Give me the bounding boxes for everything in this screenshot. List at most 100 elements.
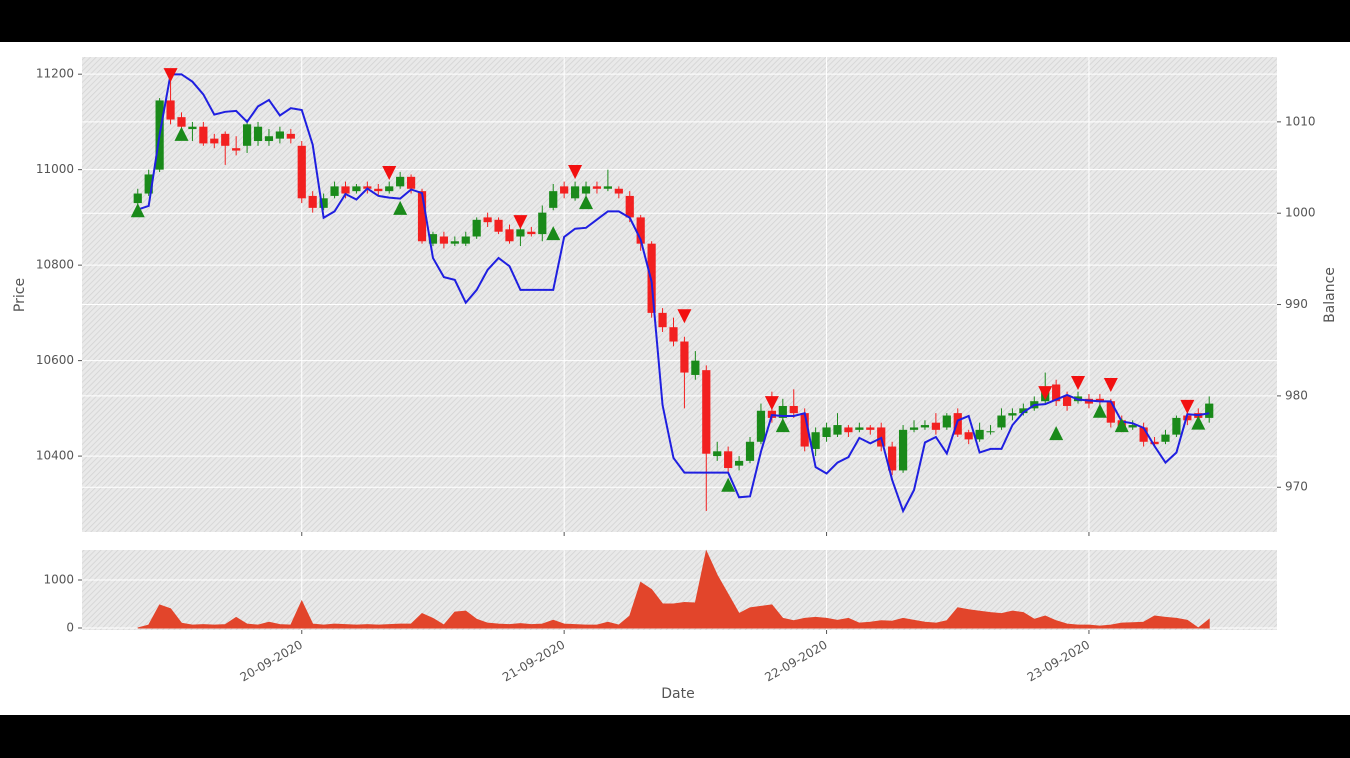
- candle-body: [756, 410, 766, 442]
- candle-body: [188, 126, 197, 130]
- candle-body: [1019, 408, 1028, 414]
- candle-body: [1062, 396, 1072, 406]
- candle-body: [560, 186, 569, 194]
- buy-marker: [775, 418, 790, 433]
- candle-body: [942, 415, 951, 428]
- candle-body: [308, 195, 317, 208]
- candle-body: [483, 217, 492, 223]
- candle-body: [888, 446, 897, 471]
- sell-marker: [513, 215, 528, 230]
- candle-body: [997, 415, 1006, 428]
- y2-axis-label: Balance: [1322, 267, 1338, 323]
- candle-body: [1205, 403, 1214, 418]
- balance-line: [137, 73, 1210, 514]
- candle-body: [658, 312, 667, 328]
- candle-body: [330, 186, 339, 196]
- candle-body: [1139, 427, 1148, 442]
- buy-marker: [579, 195, 594, 210]
- buy-marker: [174, 126, 189, 141]
- candle-body: [275, 131, 284, 139]
- y-tick-label: 11000: [36, 162, 74, 176]
- candle-body: [898, 429, 908, 471]
- candle-body: [297, 145, 306, 199]
- candle-body: [450, 241, 459, 244]
- buy-marker: [130, 203, 145, 218]
- candle-body: [1161, 434, 1170, 442]
- candle-body: [778, 405, 787, 418]
- sell-marker: [764, 396, 779, 411]
- y-tick-label: 1000: [43, 572, 74, 586]
- candle-body: [385, 186, 394, 192]
- candle-body: [844, 427, 853, 433]
- candle-body: [1052, 384, 1061, 402]
- candle-body: [833, 425, 842, 435]
- buy-marker: [1092, 403, 1107, 418]
- candle-body: [1128, 425, 1137, 428]
- candle-body: [406, 176, 416, 189]
- sell-marker: [1103, 377, 1118, 392]
- candle-body: [549, 191, 558, 208]
- candle-body: [177, 117, 186, 127]
- candle-body: [931, 422, 940, 430]
- y-tick-label: 10600: [36, 353, 74, 367]
- volume-area: [137, 549, 1210, 629]
- candle-body: [800, 413, 809, 447]
- candle-body: [920, 425, 930, 428]
- candle-body: [1106, 401, 1115, 423]
- y2-tick-label: 1010: [1285, 114, 1316, 128]
- candle-body: [570, 186, 580, 199]
- candle-body: [636, 217, 645, 244]
- candle-body: [1183, 415, 1192, 421]
- y2-tick-label: 1000: [1285, 206, 1316, 220]
- candle-body: [691, 360, 700, 375]
- candle-body: [417, 191, 427, 242]
- candle-body: [527, 231, 536, 235]
- x-axis-label: Date: [661, 686, 694, 702]
- sell-marker: [677, 309, 692, 324]
- candle-body: [964, 432, 973, 440]
- candle-body: [461, 236, 470, 244]
- buy-marker: [546, 226, 561, 241]
- candle-body: [1150, 441, 1159, 445]
- y-tick-label: 10800: [36, 258, 74, 272]
- candle-body: [341, 186, 350, 194]
- buy-marker: [1114, 418, 1129, 433]
- candle-body: [253, 126, 263, 142]
- candle-body: [319, 198, 328, 208]
- candle-body: [352, 186, 361, 192]
- y2-tick-label: 980: [1285, 388, 1308, 402]
- buy-marker: [1191, 415, 1206, 430]
- candle-body: [232, 148, 241, 151]
- y-tick-label: 0: [66, 620, 74, 634]
- candle-body: [494, 219, 503, 232]
- candle-body: [986, 431, 995, 433]
- candle-body: [592, 186, 602, 189]
- candle-body: [855, 427, 864, 430]
- sell-marker: [1038, 386, 1053, 401]
- candle-body: [614, 188, 623, 194]
- y-tick-label: 10400: [36, 449, 74, 463]
- candle-body: [396, 176, 405, 187]
- candle-body: [789, 405, 798, 414]
- candle-body: [505, 229, 514, 242]
- candle-body: [975, 429, 984, 440]
- candle-body: [724, 451, 733, 469]
- buy-marker: [393, 200, 408, 215]
- candle-body: [210, 138, 219, 144]
- candle-body: [702, 370, 711, 454]
- candle-body: [953, 413, 962, 435]
- candle-body: [242, 124, 252, 146]
- y2-tick-label: 970: [1285, 480, 1308, 494]
- candle-body: [713, 451, 722, 457]
- candle-body: [286, 133, 295, 139]
- candle-body: [669, 327, 678, 342]
- candle-body: [144, 174, 153, 194]
- y2-tick-label: 990: [1285, 297, 1308, 311]
- candle-body: [1095, 398, 1104, 402]
- candle-body: [811, 432, 820, 449]
- candle-body: [538, 212, 547, 235]
- candle-body: [221, 133, 230, 146]
- buy-marker: [721, 477, 736, 492]
- candle-body: [822, 427, 831, 437]
